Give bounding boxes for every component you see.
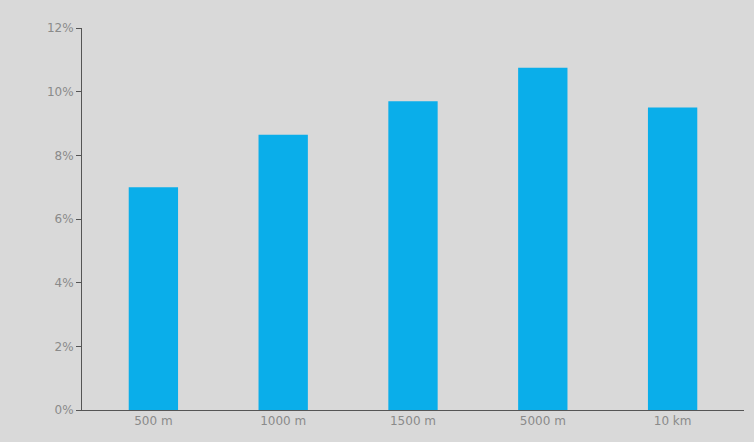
svg-text:5000 m: 5000 m	[520, 414, 566, 428]
svg-text:6%: 6%	[55, 212, 74, 226]
svg-text:10 km: 10 km	[654, 414, 692, 428]
svg-text:12%: 12%	[47, 21, 74, 35]
svg-text:10%: 10%	[47, 85, 74, 99]
svg-text:8%: 8%	[55, 149, 74, 163]
svg-text:4%: 4%	[55, 276, 74, 290]
svg-text:1500 m: 1500 m	[390, 414, 436, 428]
svg-text:500 m: 500 m	[134, 414, 172, 428]
svg-text:2%: 2%	[55, 340, 74, 354]
svg-text:0%: 0%	[55, 403, 74, 417]
svg-text:1000 m: 1000 m	[260, 414, 306, 428]
